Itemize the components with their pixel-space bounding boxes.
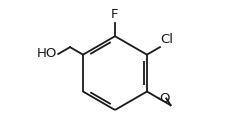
Text: F: F (111, 8, 118, 22)
Text: O: O (159, 92, 169, 105)
Text: Cl: Cl (160, 33, 173, 47)
Text: HO: HO (37, 47, 57, 60)
